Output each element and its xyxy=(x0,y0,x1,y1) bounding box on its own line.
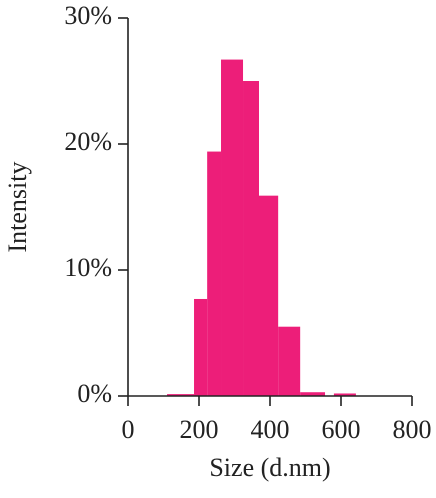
bar xyxy=(258,195,279,396)
y-tick-label: 10% xyxy=(64,253,112,282)
bar xyxy=(333,393,356,396)
y-tick-label: 20% xyxy=(64,127,112,156)
x-tick-label: 0 xyxy=(122,415,135,444)
x-tick-label: 400 xyxy=(251,415,290,444)
bar xyxy=(278,326,301,396)
bar xyxy=(300,392,326,396)
y-axis-label: Intensity xyxy=(3,162,32,253)
x-tick-label: 600 xyxy=(322,415,361,444)
x-tick-label: 800 xyxy=(393,415,432,444)
y-tick-label: 30% xyxy=(64,1,112,30)
bar xyxy=(194,298,208,396)
bar xyxy=(221,59,244,397)
x-tick-label: 200 xyxy=(180,415,219,444)
bar xyxy=(207,151,222,396)
x-axis-label: Size (d.nm) xyxy=(209,453,330,482)
y-tick-label: 0% xyxy=(77,379,112,408)
bar xyxy=(167,394,195,396)
bar xyxy=(243,81,259,396)
